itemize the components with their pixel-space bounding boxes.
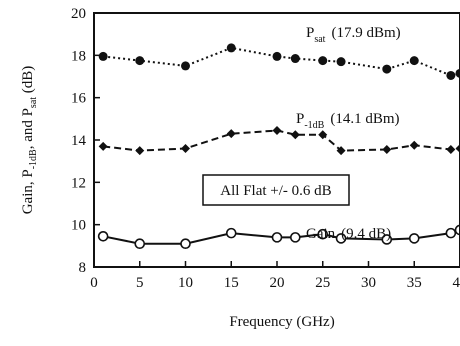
- x-tick-label: 10: [178, 275, 193, 291]
- x-tick-label: 25: [315, 275, 330, 291]
- data-point-p1db: [290, 130, 300, 140]
- series-line-gain: [103, 229, 460, 245]
- x-tick-label: 15: [224, 275, 239, 291]
- x-tick-label: 40: [453, 275, 460, 291]
- data-point-gain: [454, 224, 460, 236]
- data-point-gain: [445, 227, 457, 239]
- x-tick-label: 35: [407, 275, 422, 291]
- y-tick-label: 10: [71, 218, 86, 234]
- annotation-psat: Psat (17.9 dBm): [306, 25, 401, 45]
- data-point-p1db: [382, 145, 392, 155]
- annotation-p1db: P-1dB (14.1 dBm): [296, 111, 400, 131]
- data-point-psat: [336, 57, 346, 67]
- data-point-psat: [409, 56, 419, 66]
- x-tick-label: 5: [136, 275, 144, 291]
- data-point-psat: [181, 61, 190, 71]
- y-tick-label: 18: [71, 48, 86, 64]
- data-point-gain: [317, 228, 329, 240]
- data-point-p1db: [135, 146, 145, 156]
- data-point-p1db: [226, 129, 236, 139]
- x-tick-label: 30: [361, 275, 376, 291]
- data-point-psat: [446, 70, 456, 80]
- data-point-p1db: [455, 143, 460, 153]
- data-point-gain: [271, 232, 283, 243]
- y-axis-label: Gain, P-1dB, and Psat (dB): [20, 66, 39, 215]
- y-tick-label: 14: [71, 133, 87, 149]
- series-line-psat: [103, 46, 460, 77]
- series-layer: [103, 46, 460, 245]
- x-axis-label: Frequency (GHz): [229, 314, 334, 330]
- data-point-gain: [408, 233, 420, 244]
- data-point-psat: [455, 68, 460, 78]
- y-tick-label: 12: [71, 175, 86, 191]
- data-point-gain: [180, 238, 191, 250]
- marker-layer: [97, 43, 460, 250]
- data-point-psat: [272, 51, 282, 61]
- x-tick-label: 20: [270, 275, 285, 291]
- data-point-psat: [382, 64, 392, 74]
- data-point-psat: [318, 56, 328, 66]
- data-point-p1db: [98, 141, 108, 151]
- data-point-gain: [97, 231, 109, 242]
- plot-frame: [93, 12, 460, 268]
- annotation-box-label: All Flat +/- 0.6 dB: [220, 183, 331, 199]
- data-point-psat: [98, 51, 108, 61]
- data-point-p1db: [318, 130, 328, 140]
- annotation-box: [202, 174, 350, 206]
- axis-ticks: 0 5 10 15 20 25 30 35 40 8 10 12 14 16 18 20: [71, 6, 460, 291]
- data-point-gain: [225, 227, 237, 239]
- data-point-p1db: [336, 146, 346, 156]
- series-line-p1db: [103, 129, 460, 152]
- data-point-p1db: [409, 140, 419, 150]
- data-point-p1db: [446, 145, 456, 155]
- annotation-gain: Gain (9.4 dB): [306, 226, 391, 242]
- data-point-gain: [381, 234, 393, 245]
- data-point-gain: [134, 238, 146, 250]
- y-tick-label: 16: [71, 91, 87, 107]
- y-tick-label: 20: [71, 6, 86, 22]
- data-point-gain: [335, 233, 347, 244]
- x-tick-label: 0: [90, 275, 98, 291]
- data-point-p1db: [181, 143, 190, 153]
- data-point-psat: [226, 43, 236, 53]
- data-point-psat: [290, 54, 300, 64]
- data-point-psat: [135, 56, 145, 66]
- y-tick-label: 8: [79, 260, 87, 276]
- data-point-gain: [289, 232, 301, 243]
- data-point-p1db: [272, 125, 282, 135]
